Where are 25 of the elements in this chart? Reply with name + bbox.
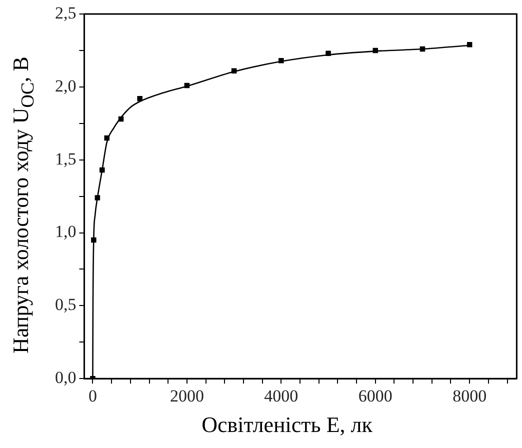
point [278,58,284,64]
y-tick-label: 1,0 [55,222,76,242]
point [137,96,142,102]
x-tick-label: 4000 [264,386,298,406]
x-tick-label: 6000 [358,386,392,406]
point [94,195,100,200]
point [184,82,190,88]
y-tick-label: 0,0 [55,368,76,388]
point [466,42,472,48]
point [104,135,110,141]
point [91,237,96,243]
y-tick-label: 2,5 [55,3,76,22]
point [420,46,426,52]
y-tick-label: 1,5 [55,149,76,168]
point [100,167,105,173]
x-tick-label: 2000 [170,386,204,406]
point [118,116,124,122]
x-tick-label: 8000 [452,386,487,406]
y-tick-label: 2,0 [55,76,76,96]
point [326,50,331,56]
y-tick-label: 0,5 [55,295,76,314]
x-tick-label: 0 [88,386,97,406]
point [231,68,237,74]
x-axis-title: Освітленість E, лк [200,412,374,438]
point [372,48,378,54]
